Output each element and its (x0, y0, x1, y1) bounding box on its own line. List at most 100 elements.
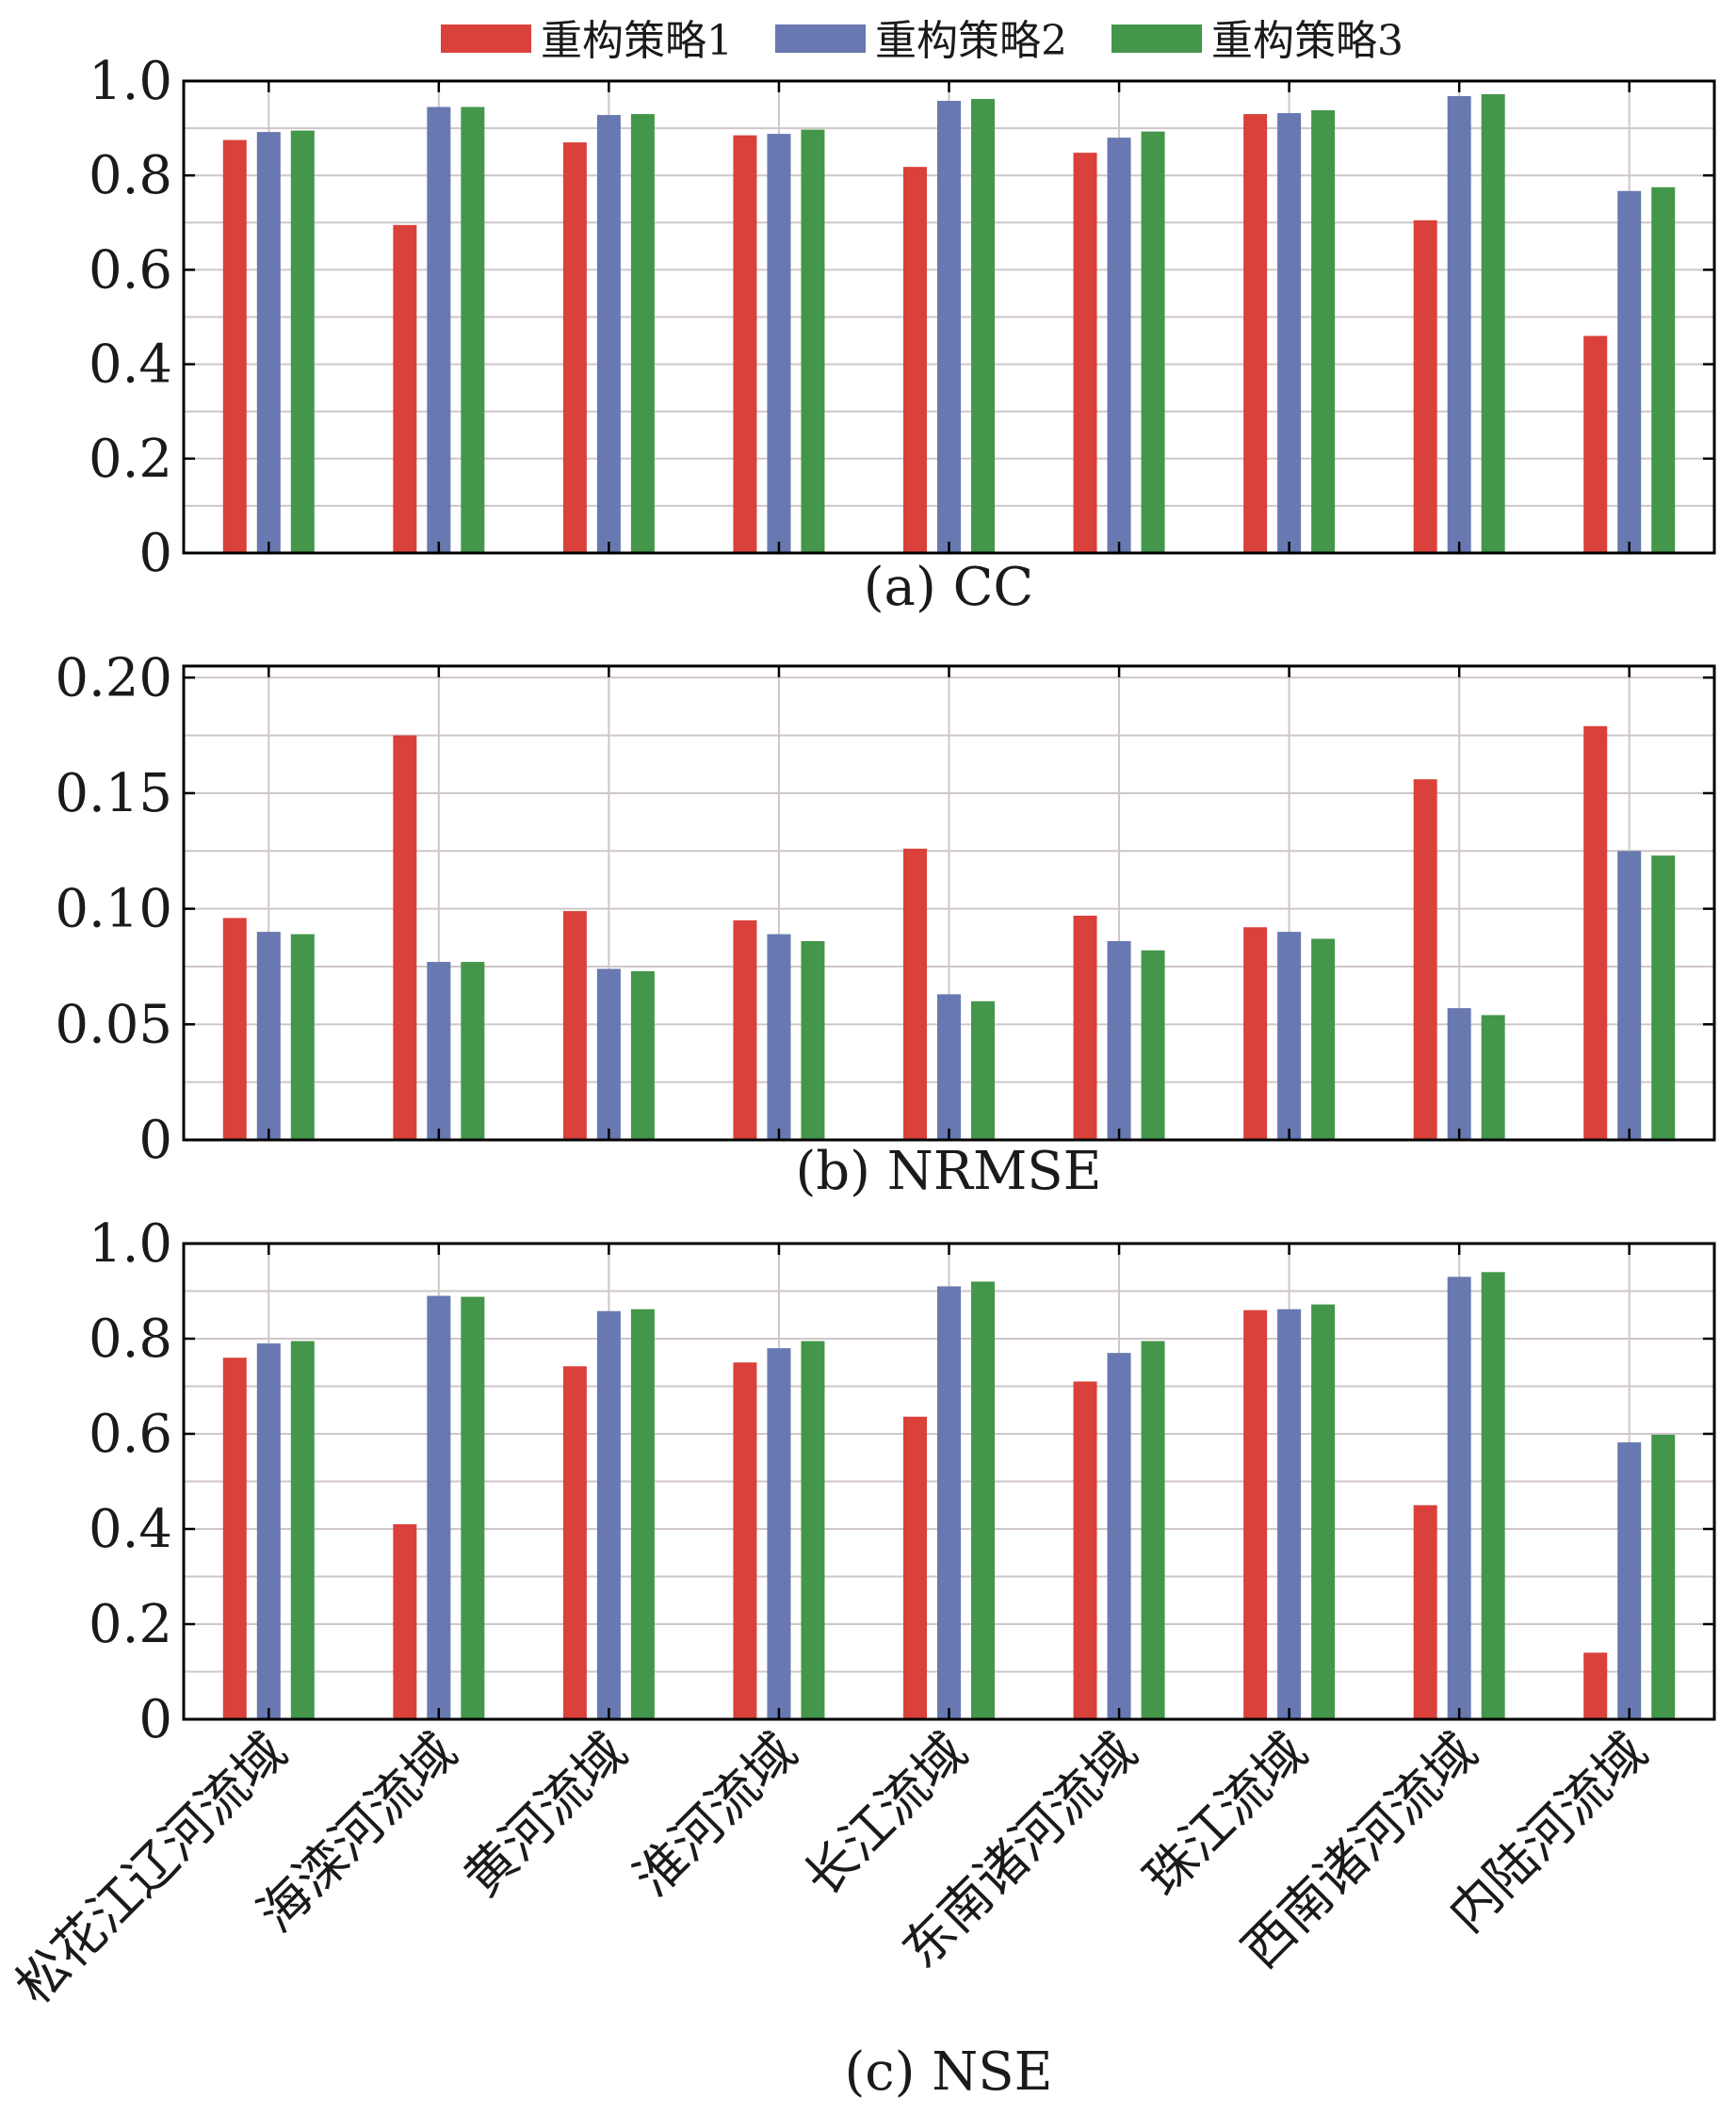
bar-重构策略1-松花江辽河流域 (222, 918, 247, 1140)
bar-重构策略3-珠江流域 (1311, 1304, 1336, 1719)
bar-重构策略1-淮河流域 (733, 135, 757, 554)
bar-重构策略2-珠江流域 (1277, 1309, 1302, 1719)
bar-重构策略2-内陆河流域 (1617, 190, 1642, 553)
x-category-label: 松花江辽河流域 (5, 1722, 299, 2016)
bar-重构策略2-东南诸河流域 (1107, 138, 1131, 553)
y-tick-label: 0.15 (55, 763, 172, 824)
bar-重构策略3-海滦河流域 (461, 962, 485, 1140)
bar-重构策略2-松花江辽河流域 (256, 1343, 281, 1719)
bar-重构策略3-黄河流域 (630, 970, 655, 1140)
bar-重构策略2-珠江流域 (1277, 932, 1302, 1140)
y-tick-label: 1.0 (89, 51, 172, 112)
bar-重构策略3-淮河流域 (801, 940, 825, 1140)
panel-nse: 00.20.40.60.81.0松花江辽河流域海滦河流域黄河流域淮河流域长江流域… (5, 1213, 1716, 2103)
bar-重构策略3-西南诸河流域 (1481, 1272, 1505, 1719)
bar-重构策略2-海滦河流域 (427, 1295, 451, 1719)
bar-重构策略2-西南诸河流域 (1447, 96, 1471, 554)
legend-label-2: 重构策略2 (875, 17, 1067, 65)
bar-重构策略1-西南诸河流域 (1413, 220, 1437, 554)
bar-重构策略2-长江流域 (937, 994, 961, 1140)
bar-重构策略2-长江流域 (937, 1286, 961, 1719)
bar-重构策略1-西南诸河流域 (1413, 1504, 1437, 1719)
bar-重构策略3-长江流域 (971, 99, 995, 554)
y-tick-label: 1.0 (89, 1213, 172, 1275)
panel-nrmse: 0 0.05 0.10 0.15 0.20 (b) NRMSE (55, 647, 1716, 1202)
bar-重构策略1-珠江流域 (1243, 114, 1268, 553)
bar-重构策略3-淮河流域 (801, 1341, 825, 1719)
bar-重构策略2-珠江流域 (1277, 113, 1302, 554)
bar-重构策略2-长江流域 (937, 101, 961, 554)
bar-重构策略1-黄河流域 (562, 142, 587, 553)
bar-重构策略1-淮河流域 (733, 1362, 757, 1719)
bar-重构策略1-黄河流域 (562, 911, 587, 1140)
bar-重构策略1-松花江辽河流域 (222, 139, 247, 553)
bar-重构策略3-内陆河流域 (1651, 1435, 1676, 1719)
bar-重构策略1-珠江流域 (1243, 1309, 1268, 1719)
x-category-label: 淮河流域 (623, 1722, 808, 1908)
bar-重构策略1-东南诸河流域 (1073, 153, 1097, 554)
bar-重构策略2-黄河流域 (596, 968, 621, 1140)
bar-重构策略3-松花江辽河流域 (290, 130, 315, 554)
y-tick-label: 0.2 (89, 429, 172, 490)
bar-重构策略1-西南诸河流域 (1413, 779, 1437, 1140)
y-tick-label: 0.05 (55, 994, 172, 1055)
bar-重构策略2-黄河流域 (596, 1310, 621, 1719)
bar-重构策略1-长江流域 (903, 848, 927, 1140)
bar-重构策略1-长江流域 (903, 167, 927, 553)
bar-重构策略3-东南诸河流域 (1141, 1341, 1165, 1719)
legend-swatch-2 (775, 24, 866, 53)
bar-重构策略2-内陆河流域 (1617, 1442, 1642, 1719)
panel-cc: 0 0.2 0.4 0.6 0.8 1.0 (a) CC (89, 51, 1716, 618)
legend: 重构策略1 重构策略2 重构策略3 (441, 17, 1403, 65)
bar-重构策略3-海滦河流域 (461, 1296, 485, 1719)
bar-重构策略3-内陆河流域 (1651, 855, 1676, 1140)
y-tick-label: 0.20 (55, 647, 172, 708)
bar-重构策略3-东南诸河流域 (1141, 131, 1165, 553)
bar-重构策略3-长江流域 (971, 1281, 995, 1719)
y-tick-label: 0.4 (89, 1499, 172, 1560)
bar-重构策略1-内陆河流域 (1583, 335, 1608, 553)
bar-重构策略3-珠江流域 (1311, 938, 1336, 1140)
bar-重构策略2-松花江辽河流域 (256, 132, 281, 553)
bar-重构策略3-黄河流域 (630, 1309, 655, 1719)
bar-重构策略2-内陆河流域 (1617, 851, 1642, 1140)
bar-重构策略2-淮河流域 (767, 134, 791, 553)
bar-重构策略3-内陆河流域 (1651, 187, 1676, 553)
bar-重构策略1-松花江辽河流域 (222, 1358, 247, 1719)
legend-swatch-3 (1111, 24, 1202, 53)
y-tick-label: 0.8 (89, 145, 172, 206)
y-tick-label: 0 (138, 1110, 172, 1171)
bar-重构策略3-松花江辽河流域 (290, 1341, 315, 1719)
bar-重构策略3-珠江流域 (1311, 110, 1336, 553)
y-tick-label: 0.8 (89, 1309, 172, 1370)
y-tick-label: 0.6 (89, 1404, 172, 1465)
plot-frame (182, 79, 1716, 555)
x-category-label: 黄河流域 (452, 1722, 638, 1908)
y-tick-label: 0.2 (89, 1594, 172, 1655)
bar-重构策略2-松花江辽河流域 (256, 932, 281, 1140)
bar-重构策略3-淮河流域 (801, 129, 825, 553)
bar-重构策略1-海滦河流域 (393, 735, 417, 1140)
bar-重构策略1-内陆河流域 (1583, 725, 1608, 1140)
bar-重构策略3-黄河流域 (630, 114, 655, 553)
y-tick-label: 0 (138, 1689, 172, 1750)
plot-frame (182, 664, 1716, 1142)
y-tick-label: 0.6 (89, 239, 172, 301)
y-tick-label: 0.10 (55, 879, 172, 940)
y-tick-label: 0 (138, 523, 172, 584)
plot-frame (182, 1242, 1716, 1721)
bar-重构策略1-长江流域 (903, 1416, 927, 1719)
bar-重构策略3-东南诸河流域 (1141, 950, 1165, 1140)
bar-重构策略2-东南诸河流域 (1107, 940, 1131, 1140)
bar-重构策略2-淮河流域 (767, 934, 791, 1140)
bar-重构策略2-海滦河流域 (427, 962, 451, 1140)
bar-重构策略3-长江流域 (971, 1000, 995, 1140)
bar-重构策略2-淮河流域 (767, 1348, 791, 1719)
panel-caption: (a) CC (864, 557, 1034, 618)
y-tick-label: 0.4 (89, 334, 172, 396)
bar-重构策略2-海滦河流域 (427, 106, 451, 554)
bar-重构策略1-海滦河流域 (393, 224, 417, 553)
panel-caption: (b) NRMSE (795, 1141, 1101, 1202)
legend-swatch-1 (441, 24, 531, 53)
